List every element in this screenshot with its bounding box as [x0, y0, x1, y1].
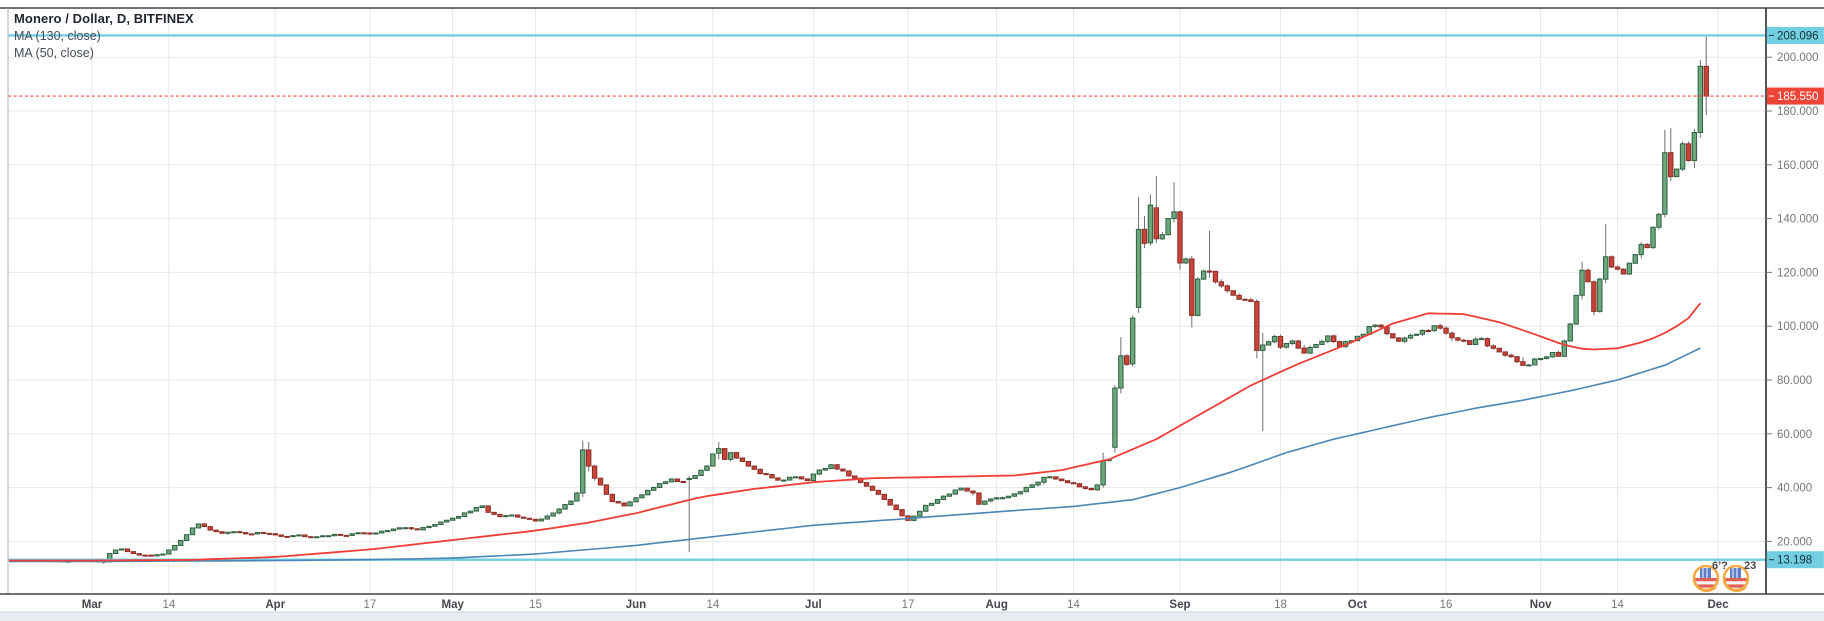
- grid-lines: [8, 8, 1766, 594]
- time-tick-label: Jul: [805, 599, 822, 611]
- time-tick-label: Sep: [1169, 599, 1190, 611]
- ma-50-label[interactable]: MA (50, close): [14, 46, 94, 60]
- time-tick-label: May: [441, 599, 464, 611]
- time-tick-label: 17: [902, 599, 915, 611]
- time-tick-label: 14: [1067, 599, 1080, 611]
- price-tick-label: 140.000: [1777, 214, 1819, 226]
- watermark-right-digits: 23: [1744, 560, 1757, 572]
- price-tick-label: 80.000: [1777, 375, 1812, 387]
- price-tick-label: 100.000: [1777, 321, 1819, 333]
- time-tick-label: 14: [706, 599, 719, 611]
- price-axis[interactable]: 20.000 40.000 60.000 80.000 100.000 120.000 14…: [1766, 26, 1824, 569]
- price-tick-label: 200.000: [1777, 52, 1819, 64]
- time-tick-label: 17: [363, 599, 376, 611]
- time-tick-label: Dec: [1708, 599, 1730, 611]
- price-badge-low: 13.198: [1766, 551, 1824, 569]
- ma-50-line: [9, 302, 1702, 562]
- watermark-badges-icon: [1692, 564, 1750, 593]
- ma-130-line: [9, 347, 1701, 563]
- candles-layer: [8, 35, 1709, 564]
- moving-averages-layer: [9, 302, 1702, 563]
- price-tick-label: 160.000: [1777, 160, 1819, 172]
- price-badge-high: 208.096: [1766, 26, 1824, 44]
- svg-text:13.198: 13.198: [1777, 555, 1812, 567]
- time-tick-label: 16: [1440, 599, 1453, 611]
- time-tick-label: Jun: [626, 599, 646, 611]
- price-badge-last-price: 185.550: [1766, 87, 1824, 105]
- time-tick-label: Oct: [1348, 599, 1367, 611]
- time-tick-label: Aug: [985, 599, 1007, 611]
- ma-130-label[interactable]: MA (130, close): [14, 29, 101, 43]
- price-tick-label: 20.000: [1777, 536, 1812, 548]
- time-tick-label: Nov: [1530, 599, 1552, 611]
- chart-legend: Monero / Dollar, D, BITFINEX MA (130, cl…: [14, 11, 194, 60]
- time-tick-label: Apr: [265, 599, 285, 611]
- bottom-strip: [0, 612, 1824, 621]
- plot-borders: [0, 7, 1824, 595]
- svg-text:185.550: 185.550: [1777, 91, 1819, 103]
- price-tick-label: 40.000: [1777, 483, 1812, 495]
- watermark-left-digits: 6’?: [1712, 560, 1728, 572]
- time-axis[interactable]: Mar 14 Apr 17 May 15 Jun 14 Jul 17 Aug 14 Sep 18 Oct 16…: [82, 599, 1729, 611]
- time-tick-label: 18: [1274, 599, 1287, 611]
- time-tick-label: Mar: [82, 599, 103, 611]
- price-tick-label: 60.000: [1777, 429, 1812, 441]
- time-tick-label: 15: [529, 599, 542, 611]
- watermark-logo: 6’? 23: [1686, 559, 1774, 595]
- price-tick-label: 180.000: [1777, 106, 1819, 118]
- svg-text:208.096: 208.096: [1777, 30, 1819, 42]
- symbol-title[interactable]: Monero / Dollar, D, BITFINEX: [14, 11, 194, 26]
- time-tick-label: 14: [1611, 599, 1624, 611]
- time-tick-label: 14: [162, 599, 175, 611]
- price-tick-label: 120.000: [1777, 267, 1819, 279]
